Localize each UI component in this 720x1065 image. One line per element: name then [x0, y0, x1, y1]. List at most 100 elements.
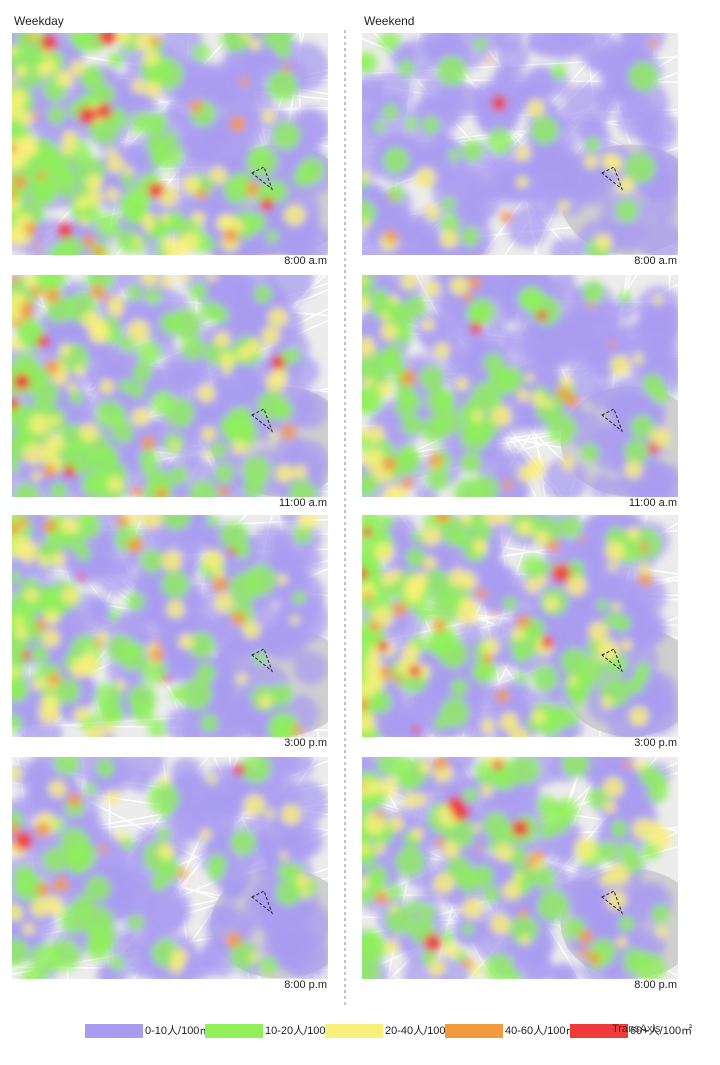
heat-blob — [49, 939, 81, 971]
heat-blob — [599, 841, 620, 862]
heat-blob — [249, 38, 261, 50]
heat-blob — [357, 276, 367, 286]
heat-blob — [162, 502, 191, 531]
heat-blob — [144, 50, 159, 65]
heat-blob — [74, 365, 85, 376]
heat-blob — [160, 776, 170, 786]
heat-blob — [405, 548, 425, 568]
heat-blob — [146, 172, 159, 185]
heat-blob — [350, 957, 381, 988]
heat-blob — [447, 330, 487, 370]
heat-blob — [400, 445, 418, 463]
heat-blob — [290, 615, 300, 625]
heat-blob — [512, 820, 529, 837]
heat-blob — [85, 935, 111, 961]
heat-blob — [210, 126, 252, 168]
heat-blob — [544, 596, 559, 611]
heat-blob — [106, 188, 119, 201]
heat-blob — [384, 230, 397, 243]
heat-blob — [16, 46, 29, 59]
heat-blob — [35, 822, 50, 837]
heat-blob — [36, 620, 47, 631]
heat-blob — [177, 869, 187, 879]
heat-blob — [451, 679, 469, 697]
heat-blob — [96, 759, 115, 778]
heat-blob — [265, 809, 275, 819]
heat-blob — [67, 793, 81, 807]
heat-blob — [8, 76, 17, 85]
heat-blob — [532, 665, 559, 692]
heat-blob — [499, 712, 518, 731]
heat-blob — [472, 824, 480, 832]
heat-blob — [526, 857, 536, 867]
heat-blob — [31, 471, 41, 481]
heat-blob — [214, 463, 234, 483]
heat-blob — [18, 517, 28, 527]
heat-blob — [517, 520, 533, 536]
heat-blob — [407, 900, 421, 914]
heat-blob — [206, 514, 219, 527]
heat-blob — [377, 748, 406, 777]
heat-blob — [60, 516, 77, 533]
heat-blob — [462, 923, 474, 935]
heat-blob — [298, 509, 318, 529]
heat-blob — [154, 224, 170, 240]
heat-blob — [6, 397, 19, 410]
heat-blob — [103, 295, 111, 303]
heat-blob — [200, 301, 221, 322]
heat-blob — [86, 726, 104, 744]
heat-blob — [25, 589, 38, 602]
heat-blob — [154, 140, 183, 169]
heat-blob — [516, 176, 528, 188]
heat-blob — [366, 652, 380, 666]
heat-blob — [358, 843, 370, 855]
time-label: 11:00 a.m — [629, 497, 677, 509]
heat-blob — [507, 207, 548, 248]
heat-blob — [82, 471, 110, 499]
heat-blob — [51, 552, 65, 566]
heat-blob — [23, 923, 35, 935]
heat-blob — [281, 804, 301, 824]
heat-layer — [0, 10, 334, 269]
heat-blob — [230, 116, 246, 132]
map-panel — [0, 737, 351, 995]
heat-blob — [634, 353, 644, 363]
heat-blob — [441, 930, 455, 944]
column-title: Weekend — [364, 14, 414, 28]
heat-blob — [495, 843, 514, 862]
heat-blob — [245, 564, 276, 595]
heat-blob — [96, 103, 112, 119]
heat-blob — [437, 56, 467, 86]
heat-blob — [45, 288, 60, 303]
heat-blob — [7, 905, 23, 921]
heat-blob — [596, 599, 608, 611]
heat-blob — [400, 273, 417, 290]
heat-blob — [618, 916, 634, 932]
heat-blob — [444, 943, 460, 959]
heat-blob — [514, 872, 523, 881]
heat-blob — [511, 260, 541, 290]
heat-blob — [381, 344, 404, 367]
heat-blob — [219, 486, 230, 497]
heat-blob — [422, 527, 441, 546]
time-label: 3:00 p.m — [284, 737, 327, 749]
heat-blob — [629, 706, 649, 726]
heat-blob — [7, 148, 28, 169]
heat-blob — [27, 33, 35, 41]
heat-blob — [612, 602, 622, 612]
heat-blob — [380, 323, 398, 341]
heat-blob — [581, 443, 600, 462]
heat-blob — [45, 435, 63, 453]
heat-blob — [503, 597, 517, 611]
heat-blob — [267, 70, 298, 101]
heat-blob — [62, 170, 79, 187]
heat-blob — [547, 414, 577, 444]
heat-blob — [423, 556, 437, 570]
heat-blob — [394, 676, 402, 684]
heat-blob — [284, 204, 306, 226]
heat-blob — [234, 764, 246, 776]
heat-blob — [357, 682, 375, 700]
heat-blob — [398, 60, 415, 77]
heat-blob — [126, 592, 145, 611]
heat-blob — [381, 572, 394, 585]
